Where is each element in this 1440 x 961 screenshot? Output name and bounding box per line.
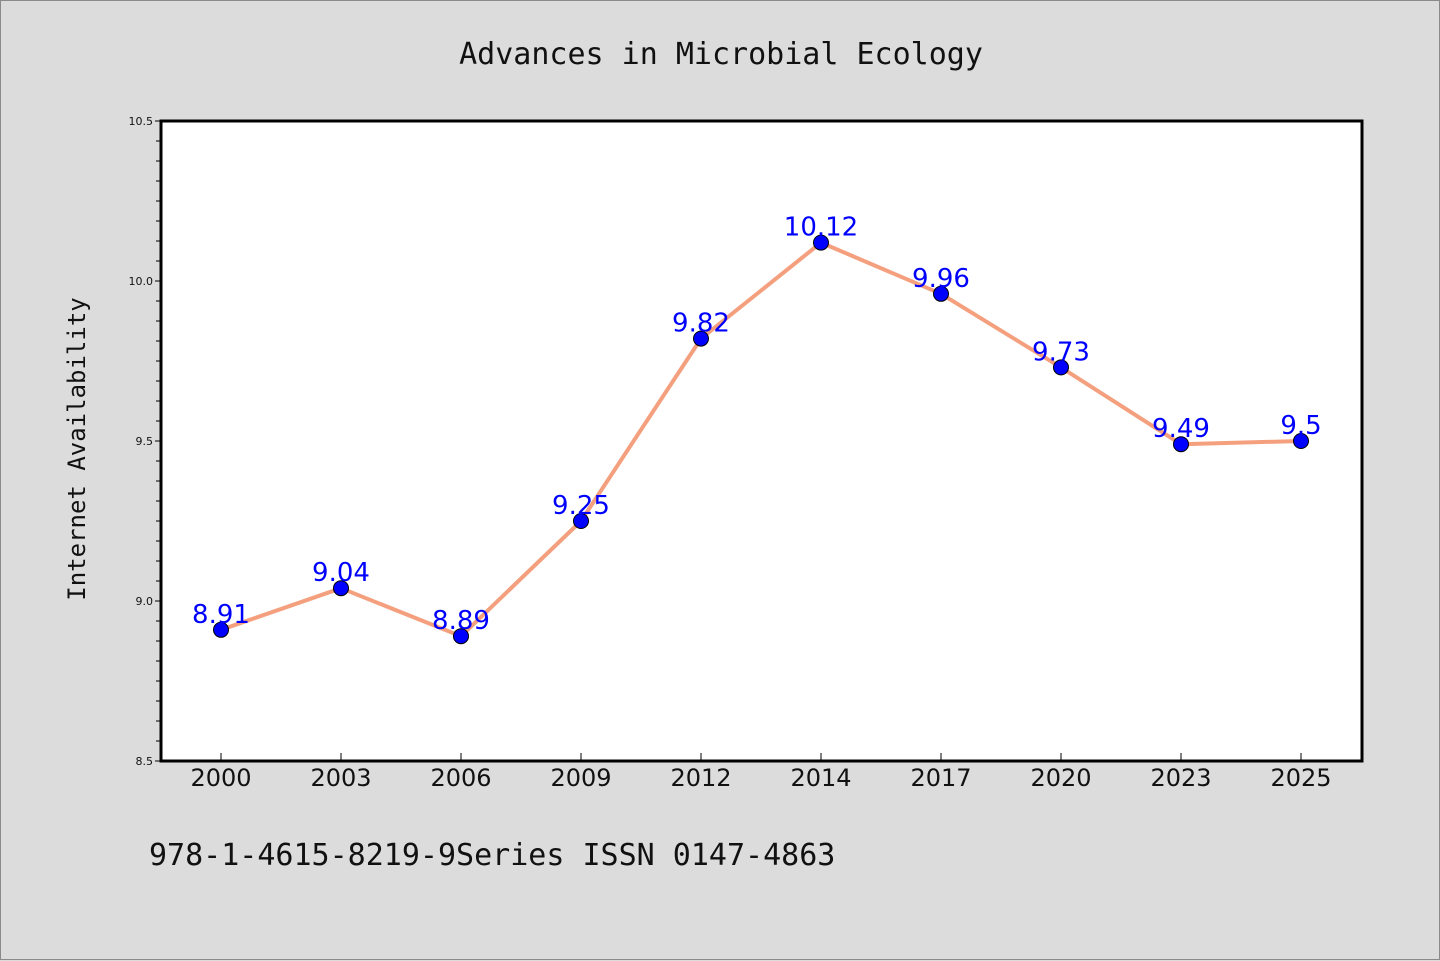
y-axis: 8.5 9.0 9.5 10.0 10.5: [129, 115, 161, 768]
data-point: [1293, 433, 1309, 449]
x-tick-label: 2014: [790, 764, 851, 792]
x-tick-label: 2003: [310, 764, 371, 792]
x-tick-label: 2006: [430, 764, 491, 792]
y-tick-label: 10.0: [129, 275, 154, 288]
data-label: 10.12: [784, 213, 858, 243]
y-tick-label: 9.5: [136, 435, 154, 448]
data-label: 9.96: [912, 264, 970, 294]
y-tick-label: 10.5: [129, 115, 154, 128]
series-line: [220, 240, 1302, 639]
plot-area: [159, 119, 1364, 763]
x-axis: 2000 2003 2006 2009 2012 2014 2017 2020 2023 2025: [190, 753, 1332, 792]
x-tick-label: 2009: [550, 764, 611, 792]
data-point: [573, 513, 589, 529]
data-label: 9.04: [312, 558, 370, 588]
footer-isbn: 978-1-4615-8219-9Series ISSN 0147-4863: [149, 838, 835, 873]
data-point: [213, 621, 229, 638]
y-tick-label: 9.0: [136, 595, 154, 608]
data-point: [453, 628, 469, 645]
chart-title: Advances in Microbial Ecology: [459, 37, 983, 72]
x-tick-label: 2025: [1270, 764, 1331, 792]
data-label: 8.89: [432, 606, 490, 636]
data-point: [693, 330, 709, 347]
data-label: 8.91: [192, 600, 250, 630]
data-point: [933, 285, 949, 302]
data-label: 9.49: [1152, 414, 1210, 444]
data-label: 9.5: [1280, 411, 1321, 441]
y-tick-label: 8.5: [136, 755, 154, 768]
x-tick-label: 2000: [190, 764, 251, 792]
series-layer: 8.91 9.04 8.89 9.25 9.82 10.12 9.96 9.73 9.49 9.5: [192, 213, 1322, 645]
x-tick-label: 2023: [1150, 764, 1211, 792]
y-axis-label: Internet Availability: [63, 297, 91, 600]
x-tick-label: 2012: [670, 764, 731, 792]
data-point: [1053, 359, 1069, 376]
data-label: 9.25: [552, 491, 610, 521]
data-label: 9.82: [672, 309, 730, 339]
data-point: [1173, 436, 1189, 453]
x-tick-label: 2020: [1030, 764, 1091, 792]
data-point: [333, 580, 349, 597]
data-point: [813, 234, 829, 251]
x-tick-label: 2017: [910, 764, 971, 792]
data-label: 9.73: [1032, 337, 1090, 367]
